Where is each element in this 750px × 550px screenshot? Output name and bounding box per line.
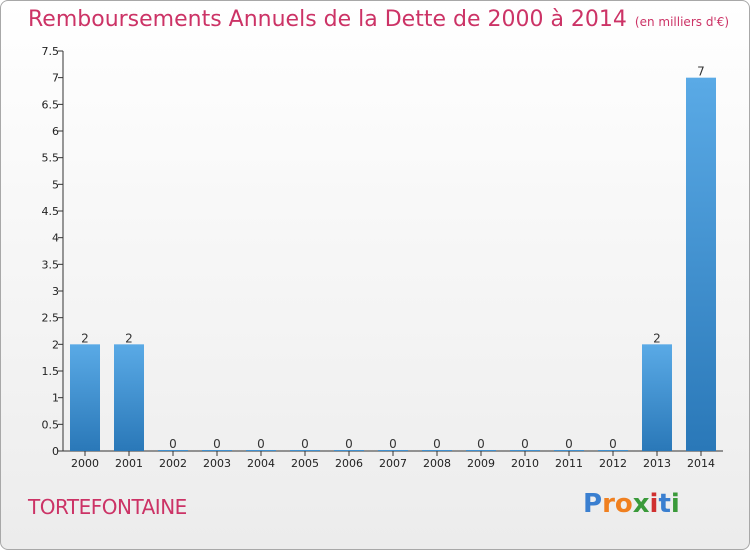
x-tick-label: 2003 — [203, 457, 231, 470]
chart-title: Remboursements Annuels de la Dette de 20… — [28, 7, 627, 32]
data-label: 0 — [609, 437, 617, 451]
data-labels: 2 2 0 0 0 0 0 0 0 0 0 0 0 2 7 — [81, 65, 705, 451]
data-label: 0 — [169, 437, 177, 451]
bar — [466, 450, 496, 451]
data-label: 0 — [389, 437, 397, 451]
y-tick-label: 2.5 — [42, 312, 60, 325]
y-tick-label: 3.5 — [42, 258, 60, 271]
bar — [202, 450, 232, 451]
x-tick-label: 2014 — [687, 457, 715, 470]
logo-letter: o — [614, 489, 633, 519]
y-tick-label: 6.5 — [42, 98, 60, 111]
x-tick-label: 2001 — [115, 457, 143, 470]
bar — [246, 450, 276, 451]
commune-name: TORTEFONTAINE — [28, 495, 187, 519]
proxiti-logo: Proxiti — [583, 489, 680, 519]
data-label: 0 — [257, 437, 265, 451]
data-label: 2 — [125, 331, 133, 345]
data-label: 0 — [565, 437, 573, 451]
bar — [686, 77, 716, 452]
y-tick-label: 6 — [52, 125, 59, 138]
y-tick-label: 0 — [52, 445, 59, 458]
chart-subtitle: (en milliers d'€) — [634, 15, 730, 29]
x-tick-label: 2006 — [335, 457, 363, 470]
chart-title-block: Remboursements Annuels de la Dette de 20… — [28, 7, 729, 32]
bar — [70, 344, 100, 451]
bar — [334, 450, 364, 451]
data-label: 2 — [81, 331, 89, 345]
x-tick-label: 2011 — [555, 457, 583, 470]
logo-letter: t — [658, 489, 671, 519]
bar — [378, 450, 408, 451]
data-label: 0 — [301, 437, 309, 451]
logo-letter: i — [649, 489, 659, 519]
data-label: 2 — [653, 331, 661, 345]
data-label: 0 — [477, 437, 485, 451]
logo-letter: x — [632, 489, 650, 519]
x-tick-label: 2009 — [467, 457, 495, 470]
data-label: 0 — [345, 437, 353, 451]
bar — [290, 450, 320, 451]
x-tick-label: 2002 — [159, 457, 187, 470]
data-label: 0 — [521, 437, 529, 451]
data-label: 7 — [697, 65, 705, 79]
y-tick-label: 4.5 — [42, 205, 60, 218]
bar — [114, 344, 144, 451]
x-tick-label: 2008 — [423, 457, 451, 470]
y-tick-label: 7.5 — [42, 45, 60, 58]
bar — [554, 450, 584, 451]
x-tick-label: 2004 — [247, 457, 275, 470]
y-tick-label: 4 — [52, 232, 59, 245]
y-tick-label: 0.5 — [42, 418, 60, 431]
y-tick-label: 1 — [52, 392, 59, 405]
x-tick-label: 2010 — [511, 457, 539, 470]
x-tick-label: 2013 — [643, 457, 671, 470]
data-label: 0 — [213, 437, 221, 451]
bar — [510, 450, 540, 451]
bar — [598, 450, 628, 451]
x-tick-label: 2012 — [599, 457, 627, 470]
logo-letter: r — [602, 489, 615, 519]
y-tick-label: 2 — [52, 338, 59, 351]
bar — [642, 344, 672, 451]
logo-letter: P — [583, 489, 603, 519]
y-tick-label: 3 — [52, 285, 59, 298]
x-tick-label: 2007 — [379, 457, 407, 470]
bars — [70, 77, 716, 452]
y-tick-label: 5 — [52, 178, 59, 191]
x-axis: 2000 2001 2002 2003 2004 2005 2006 2007 2008 2009… — [63, 450, 723, 470]
y-tick-label: 1.5 — [42, 365, 60, 378]
data-label: 0 — [433, 437, 441, 451]
x-tick-label: 2000 — [71, 457, 99, 470]
bar — [158, 450, 188, 451]
y-tick-label: 5.5 — [42, 152, 60, 165]
y-axis: 0 0.5 1 1.5 2 2.5 3 3.5 4 4.5 5 5.5 6 6.5 7 7.5 — [42, 45, 64, 458]
x-tick-label: 2005 — [291, 457, 319, 470]
logo-letter: i — [670, 489, 680, 519]
y-tick-label: 7 — [52, 72, 59, 85]
bar — [422, 450, 452, 451]
